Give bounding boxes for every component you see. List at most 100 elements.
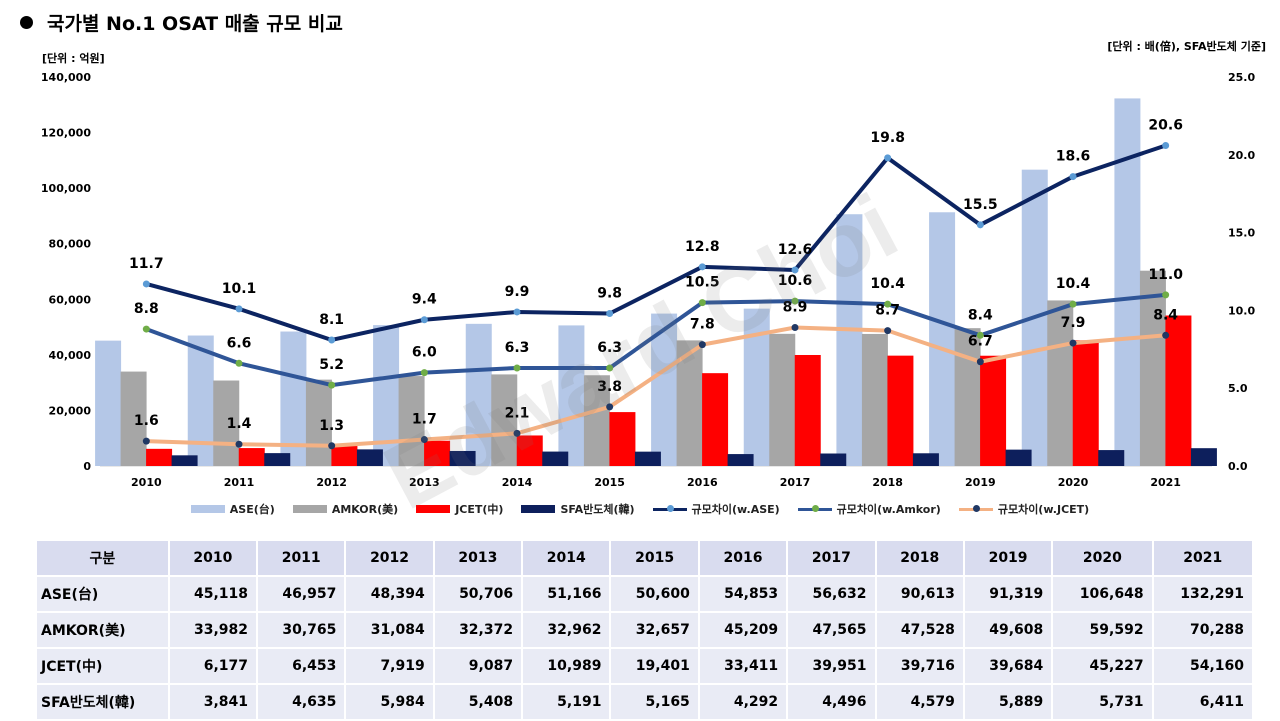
table-cell: 5,889 xyxy=(963,684,1054,721)
table-cell: 50,706 xyxy=(433,576,524,613)
line-ratio-jcet-data-label: 7.9 xyxy=(1061,315,1086,331)
line-ratio-amkor-point xyxy=(235,359,243,367)
bar-ase xyxy=(187,335,214,466)
table-cell: 10,989 xyxy=(522,648,612,685)
bar-ase xyxy=(558,325,585,466)
bar-ase xyxy=(373,325,400,466)
bar-sfa xyxy=(264,453,291,466)
table-header-year: 2021 xyxy=(1152,541,1255,577)
x-tick-label: 2019 xyxy=(965,476,996,489)
table-cell: 56,632 xyxy=(787,576,877,613)
data-table: 구분 2010 2011 2012 2013 2014 2015 2016 2017 2018 20… xyxy=(37,541,1255,721)
table-cell: 132,291 xyxy=(1152,576,1255,613)
line-ratio-ase xyxy=(145,143,1167,342)
line-ratio-jcet-data-label: 1.7 xyxy=(412,412,437,428)
line-ratio-amkor-data-label: 6.0 xyxy=(412,345,437,361)
bar-jcet xyxy=(516,435,543,466)
table-header-year: 2013 xyxy=(433,541,524,577)
line-ratio-jcet-point xyxy=(513,429,521,437)
bar-ase xyxy=(651,313,678,466)
legend-item-amkor: AMKOR(美) xyxy=(292,501,398,517)
table-header-year: 2014 xyxy=(522,541,612,577)
bar-sfa xyxy=(1190,448,1217,466)
y-right-tick-label: 10.0 xyxy=(1228,304,1255,317)
legend-swatch-amkor xyxy=(292,505,327,513)
table-cell: 54,853 xyxy=(698,576,789,613)
line-ratio-amkor-point xyxy=(142,325,150,333)
legend-swatch-jcet xyxy=(416,505,451,513)
bar-amkor xyxy=(120,371,147,466)
table-row: AMKOR(美) 33,982 30,765 31,084 32,372 32,962 32… xyxy=(37,612,1255,649)
chart-legend: ASE(台) AMKOR(美) JCET(中) SFA반도체(韓) 규모차이(w… xyxy=(0,497,1280,521)
bar-ase xyxy=(929,212,956,466)
y-left-tick-label: 40,000 xyxy=(49,349,92,362)
line-ratio-amkor-point xyxy=(606,364,614,372)
table-cell: 4,579 xyxy=(875,684,965,721)
table-row-label: AMKOR(美) xyxy=(37,612,170,649)
line-ratio-amkor-data-label: 8.4 xyxy=(968,307,993,323)
line-ratio-ase-data-label: 11.7 xyxy=(129,256,164,272)
bar-amkor xyxy=(1139,270,1166,466)
line-ratio-amkor-data-label: 10.4 xyxy=(870,276,905,292)
line-ratio-amkor-data-label: 10.5 xyxy=(685,275,720,291)
title-text: 국가별 No.1 OSAT 매출 규모 비교 xyxy=(47,13,343,35)
table-cell: 5,731 xyxy=(1052,684,1154,721)
bar-amkor xyxy=(491,374,518,466)
line-ratio-amkor-point xyxy=(328,381,336,389)
table-header-row: 구분 2010 2011 2012 2013 2014 2015 2016 2017 2018 20… xyxy=(37,541,1255,577)
table-cell: 47,565 xyxy=(787,612,877,649)
x-tick-label: 2018 xyxy=(872,476,903,489)
line-ratio-jcet-data-label: 8.7 xyxy=(875,303,900,319)
bar-amkor xyxy=(583,375,610,466)
table-cell: 6,453 xyxy=(257,648,347,685)
bar-jcet xyxy=(424,440,451,466)
line-ratio-ase-point xyxy=(1162,141,1170,149)
line-ratio-ase-data-label: 9.8 xyxy=(597,286,622,302)
legend-label-sfa: SFA반도체(韓) xyxy=(560,503,635,516)
table-cell: 5,165 xyxy=(610,684,700,721)
line-ratio-ase-data-label: 20.6 xyxy=(1148,117,1183,133)
legend-label-ase: ASE(台) xyxy=(229,503,275,516)
line-ratio-ase-data-label: 10.1 xyxy=(222,281,257,297)
y-right-tick-label: 20.0 xyxy=(1228,149,1255,162)
line-ratio-ase-point xyxy=(976,221,984,229)
line-ratio-ase-point xyxy=(791,266,799,274)
line-ratio-amkor-point xyxy=(1162,291,1170,299)
bar-jcet xyxy=(980,355,1007,466)
bar-amkor xyxy=(398,376,425,466)
table-cell: 46,957 xyxy=(257,576,347,613)
table-cell: 39,951 xyxy=(787,648,877,685)
table-row-label: JCET(中) xyxy=(37,648,170,685)
table-cell: 70,288 xyxy=(1152,612,1255,649)
table-header-year: 2018 xyxy=(875,541,965,577)
line-ratio-ase-point xyxy=(420,316,428,324)
bar-amkor xyxy=(305,379,332,466)
table-cell: 5,408 xyxy=(433,684,524,721)
line-ratio-ase-point xyxy=(142,280,150,288)
line-ratio-ase-data-label: 9.9 xyxy=(505,284,530,300)
table-cell: 48,394 xyxy=(345,576,435,613)
bar-sfa xyxy=(820,453,847,466)
table-cell: 4,292 xyxy=(698,684,789,721)
table-cell: 4,635 xyxy=(257,684,347,721)
line-ratio-amkor-point xyxy=(420,369,428,377)
line-ratio-jcet-data-label: 8.4 xyxy=(1153,307,1178,323)
legend-label-jcet: JCET(中) xyxy=(455,503,504,516)
table-cell: 90,613 xyxy=(875,576,965,613)
line-ratio-jcet-data-label: 3.8 xyxy=(597,379,622,395)
bar-ase xyxy=(95,340,122,466)
line-ratio-amkor-point xyxy=(884,300,892,308)
bar-jcet xyxy=(146,448,173,466)
table-cell: 32,962 xyxy=(522,612,612,649)
y-right-tick-label: 5.0 xyxy=(1228,382,1248,395)
line-ratio-jcet-point xyxy=(1069,339,1077,347)
x-tick-label: 2017 xyxy=(780,476,811,489)
table-header-year: 2017 xyxy=(787,541,877,577)
line-ratio-amkor-point xyxy=(976,331,984,339)
bar-amkor xyxy=(954,328,981,466)
table-row-label: ASE(台) xyxy=(37,576,170,613)
bar-sfa xyxy=(727,454,754,466)
bar-amkor xyxy=(213,380,240,466)
table-cell: 47,528 xyxy=(875,612,965,649)
line-ratio-amkor-point xyxy=(1069,300,1077,308)
